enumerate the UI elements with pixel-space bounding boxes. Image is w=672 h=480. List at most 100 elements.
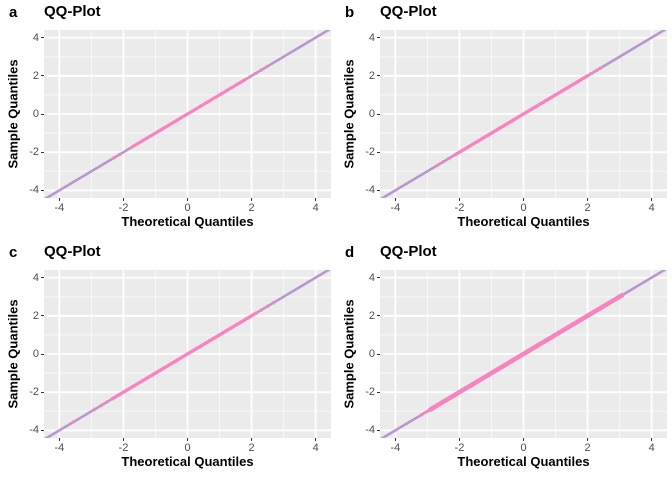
y-tick-mark (41, 75, 44, 77)
qq-point (112, 155, 117, 160)
qq-panel-a: a QQ-Plot Theoretical Quantiles Sample Q… (0, 0, 336, 240)
x-tick-mark (651, 198, 653, 201)
x-tick-mark (523, 438, 524, 441)
y-tick-label: -2 (365, 386, 375, 399)
x-tick-mark (315, 198, 317, 201)
y-tick-mark (377, 37, 380, 39)
plot-panel (44, 270, 331, 438)
qq-points-band (129, 78, 247, 150)
y-tick-mark (41, 113, 44, 115)
panel-tag: d (345, 244, 355, 261)
x-tick-mark (58, 438, 60, 441)
y-tick-label: -4 (365, 184, 375, 197)
y-tick-label: 2 (32, 309, 39, 322)
qq-points-band (110, 311, 259, 401)
x-tick-mark (122, 198, 124, 201)
x-tick-label: -2 (118, 202, 129, 214)
panel-tag: c (9, 244, 18, 261)
qq-point (92, 407, 97, 412)
x-tick-label: 0 (520, 442, 527, 454)
x-axis-title: Theoretical Quantiles (121, 454, 254, 469)
x-tick-mark (187, 438, 188, 441)
x-tick-label: 4 (648, 442, 655, 454)
y-tick-label: 4 (368, 271, 375, 284)
plot-title: QQ-Plot (380, 243, 437, 260)
y-tick-label: 0 (368, 348, 375, 360)
y-tick-mark (41, 353, 44, 355)
y-tick-mark (41, 315, 44, 317)
x-axis-title: Theoretical Quantiles (457, 454, 590, 469)
x-tick-label: 2 (248, 442, 255, 454)
x-tick-label: 2 (584, 202, 591, 214)
y-tick-label: -4 (365, 424, 375, 437)
plot-canvas (44, 270, 331, 438)
x-tick-mark (251, 438, 253, 441)
x-tick-mark (458, 438, 460, 441)
x-tick-label: 0 (520, 202, 527, 214)
x-tick-mark (122, 438, 124, 441)
x-tick-mark (458, 198, 460, 201)
x-tick-label: -2 (454, 202, 465, 214)
plot-panel (380, 270, 667, 438)
plot-title: QQ-Plot (44, 3, 101, 20)
plot-panel (44, 30, 331, 198)
y-tick-mark (377, 315, 380, 317)
y-tick-mark (377, 391, 380, 393)
y-tick-label: -2 (365, 146, 375, 159)
x-tick-label: 4 (312, 202, 319, 214)
x-tick-mark (523, 198, 524, 201)
x-tick-label: 4 (648, 202, 655, 214)
qq-point (441, 160, 446, 164)
qq-point (99, 403, 104, 407)
panel-tag: a (9, 4, 18, 21)
plot-canvas (44, 30, 331, 198)
plot-canvas (380, 270, 667, 438)
y-tick-mark (377, 277, 380, 279)
qq-point (419, 413, 424, 417)
x-tick-label: -4 (54, 442, 65, 454)
y-tick-label: 0 (32, 348, 39, 360)
y-tick-mark (377, 189, 380, 191)
y-tick-mark (41, 151, 44, 153)
y-tick-label: 0 (368, 108, 375, 120)
qq-point (598, 66, 603, 70)
y-tick-label: -2 (29, 386, 39, 399)
y-tick-label: 4 (32, 31, 39, 44)
y-tick-mark (377, 429, 380, 431)
qq-point (105, 400, 110, 404)
y-tick-label: -4 (29, 424, 39, 437)
qq-points-band (452, 74, 590, 157)
y-tick-mark (377, 75, 380, 77)
plot-title: QQ-Plot (380, 3, 437, 20)
y-tick-label: 4 (368, 31, 375, 44)
x-tick-mark (251, 198, 253, 201)
qq-point (259, 308, 263, 312)
x-axis-title: Theoretical Quantiles (457, 214, 590, 229)
y-tick-mark (41, 37, 44, 39)
y-tick-label: 2 (368, 309, 375, 322)
y-tick-mark (377, 113, 380, 115)
qq-point (117, 152, 122, 157)
x-tick-mark (58, 198, 60, 201)
y-tick-mark (41, 189, 44, 191)
qq-point (259, 68, 263, 72)
y-tick-label: 2 (368, 69, 375, 82)
qq-point (72, 420, 76, 424)
y-tick-mark (41, 391, 44, 393)
x-tick-label: 4 (312, 442, 319, 454)
y-tick-label: 0 (32, 108, 39, 120)
y-tick-label: -4 (29, 184, 39, 197)
qq-point (447, 156, 451, 161)
x-tick-label: -2 (454, 442, 465, 454)
qq-point (265, 304, 270, 308)
qq-point (253, 71, 258, 76)
qq-point (589, 71, 594, 76)
y-tick-mark (377, 151, 380, 153)
x-tick-label: 0 (184, 202, 191, 214)
y-tick-label: 2 (32, 69, 39, 82)
x-tick-mark (394, 198, 396, 201)
qq-panel-b: b QQ-Plot Theoretical Quantiles Sample Q… (336, 0, 672, 240)
qq-point (271, 301, 276, 305)
x-tick-mark (187, 198, 188, 201)
